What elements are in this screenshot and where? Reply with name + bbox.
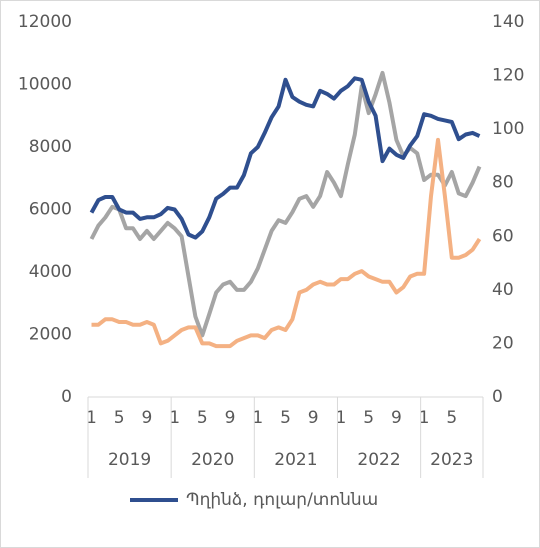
- y-tick-label: 4000: [29, 262, 72, 282]
- series-line: [89, 70, 482, 338]
- y2-tick-label: 100: [492, 119, 524, 139]
- x-tick-label: 1: [86, 408, 97, 428]
- x-tick-label: 9: [308, 408, 319, 428]
- x-tick-label: 5: [446, 408, 457, 428]
- year-label: 2019: [108, 450, 151, 470]
- series-line: [89, 76, 481, 240]
- x-tick-label: 5: [197, 408, 208, 428]
- y-tick-label: 8000: [29, 137, 72, 157]
- x-tick-label: 1: [252, 408, 263, 428]
- y2-tick-label: 20: [492, 333, 514, 353]
- y-tick-label: 2000: [29, 325, 72, 345]
- year-label: 2021: [274, 450, 317, 470]
- x-tick-label: 9: [141, 408, 152, 428]
- year-label: 2020: [191, 450, 234, 470]
- y2-tick-label: 0: [492, 387, 503, 407]
- x-tick-label: 1: [169, 408, 180, 428]
- x-tick-label: 5: [363, 408, 374, 428]
- x-tick-label: 5: [280, 408, 291, 428]
- y2-tick-label: 80: [492, 173, 514, 193]
- x-tick-label: 1: [419, 408, 430, 428]
- y-tick-label: 0: [61, 387, 72, 407]
- y-tick-label: 6000: [29, 200, 72, 220]
- y2-tick-label: 140: [492, 12, 524, 32]
- y-tick-label: 10000: [18, 75, 72, 95]
- y2-tick-label: 60: [492, 226, 514, 246]
- x-tick-label: 9: [391, 408, 402, 428]
- x-tick-label: 9: [225, 408, 236, 428]
- y-tick-label: 12000: [18, 12, 72, 32]
- y2-tick-label: 40: [492, 280, 514, 300]
- y2-tick-label: 120: [492, 66, 524, 86]
- series-line: [91, 137, 482, 349]
- year-label: 2023: [430, 450, 473, 470]
- x-tick-label: 1: [336, 408, 347, 428]
- x-tick-label: 5: [114, 408, 125, 428]
- legend-label: Պղինձ, դոլար/տոննա: [186, 490, 378, 510]
- year-label: 2022: [357, 450, 400, 470]
